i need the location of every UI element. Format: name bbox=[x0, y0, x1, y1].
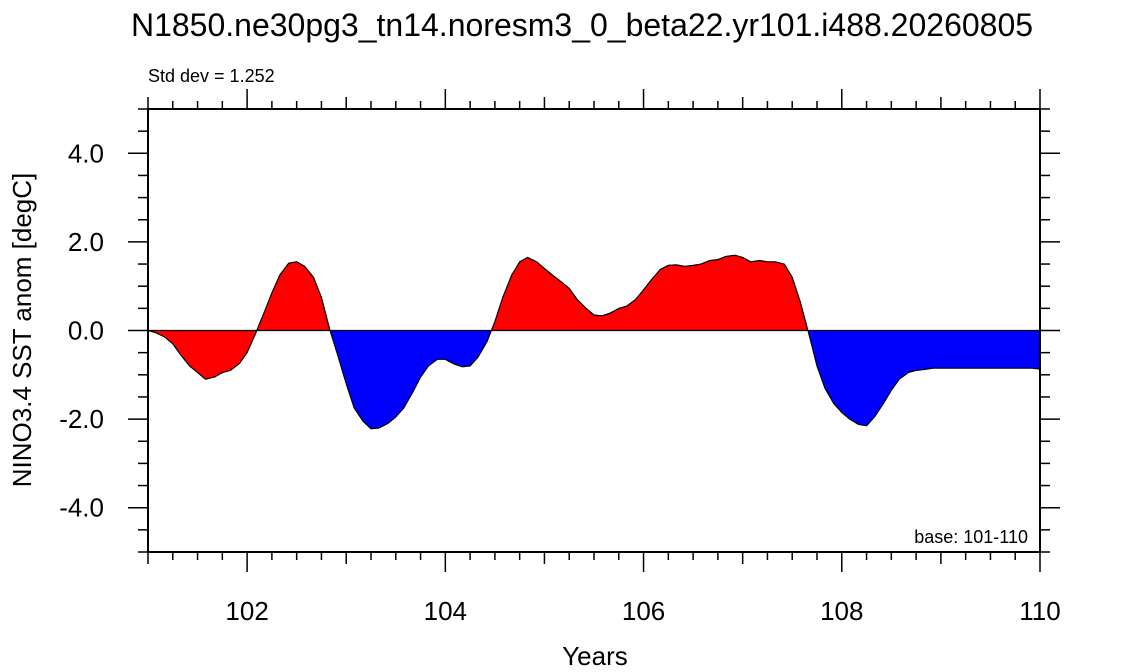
chart-subtitle: Std dev = 1.252 bbox=[148, 66, 275, 86]
x-tick-label: 108 bbox=[820, 596, 863, 626]
y-tick-label: 4.0 bbox=[68, 138, 104, 168]
x-tick-label: 104 bbox=[424, 596, 467, 626]
positive-anomaly-fill bbox=[148, 330, 257, 380]
y-tick-label: 0.0 bbox=[68, 316, 104, 346]
y-tick-label: 2.0 bbox=[68, 227, 104, 257]
anomaly-line bbox=[147, 254, 1041, 430]
y-axis-label: NINO3.4 SST anom [degC] bbox=[7, 173, 37, 488]
x-tick-label: 102 bbox=[225, 596, 268, 626]
negative-anomaly-fill bbox=[807, 330, 1040, 426]
base-annotation: base: 101-110 bbox=[914, 527, 1028, 547]
y-tick-label: -4.0 bbox=[59, 493, 104, 523]
negative-anomaly-fill bbox=[330, 330, 492, 429]
x-tick-label: 106 bbox=[622, 596, 665, 626]
x-tick-label: 110 bbox=[1019, 596, 1060, 626]
x-axis-label: Years bbox=[562, 641, 628, 671]
y-tick-labels: 4.0 2.0 0.0 -2.0 -4.0 bbox=[59, 138, 104, 522]
anomaly-area bbox=[148, 255, 1040, 429]
x-tick-labels: 102 104 106 108 110 bbox=[225, 596, 1060, 626]
y-tick-label: -2.0 bbox=[59, 404, 104, 434]
chart-title: N1850.ne30pg3_tn14.noresm3_0_beta22.yr10… bbox=[131, 7, 1033, 43]
positive-anomaly-fill bbox=[491, 255, 808, 331]
positive-anomaly-fill bbox=[256, 261, 331, 331]
axis-ticks bbox=[128, 89, 1060, 572]
